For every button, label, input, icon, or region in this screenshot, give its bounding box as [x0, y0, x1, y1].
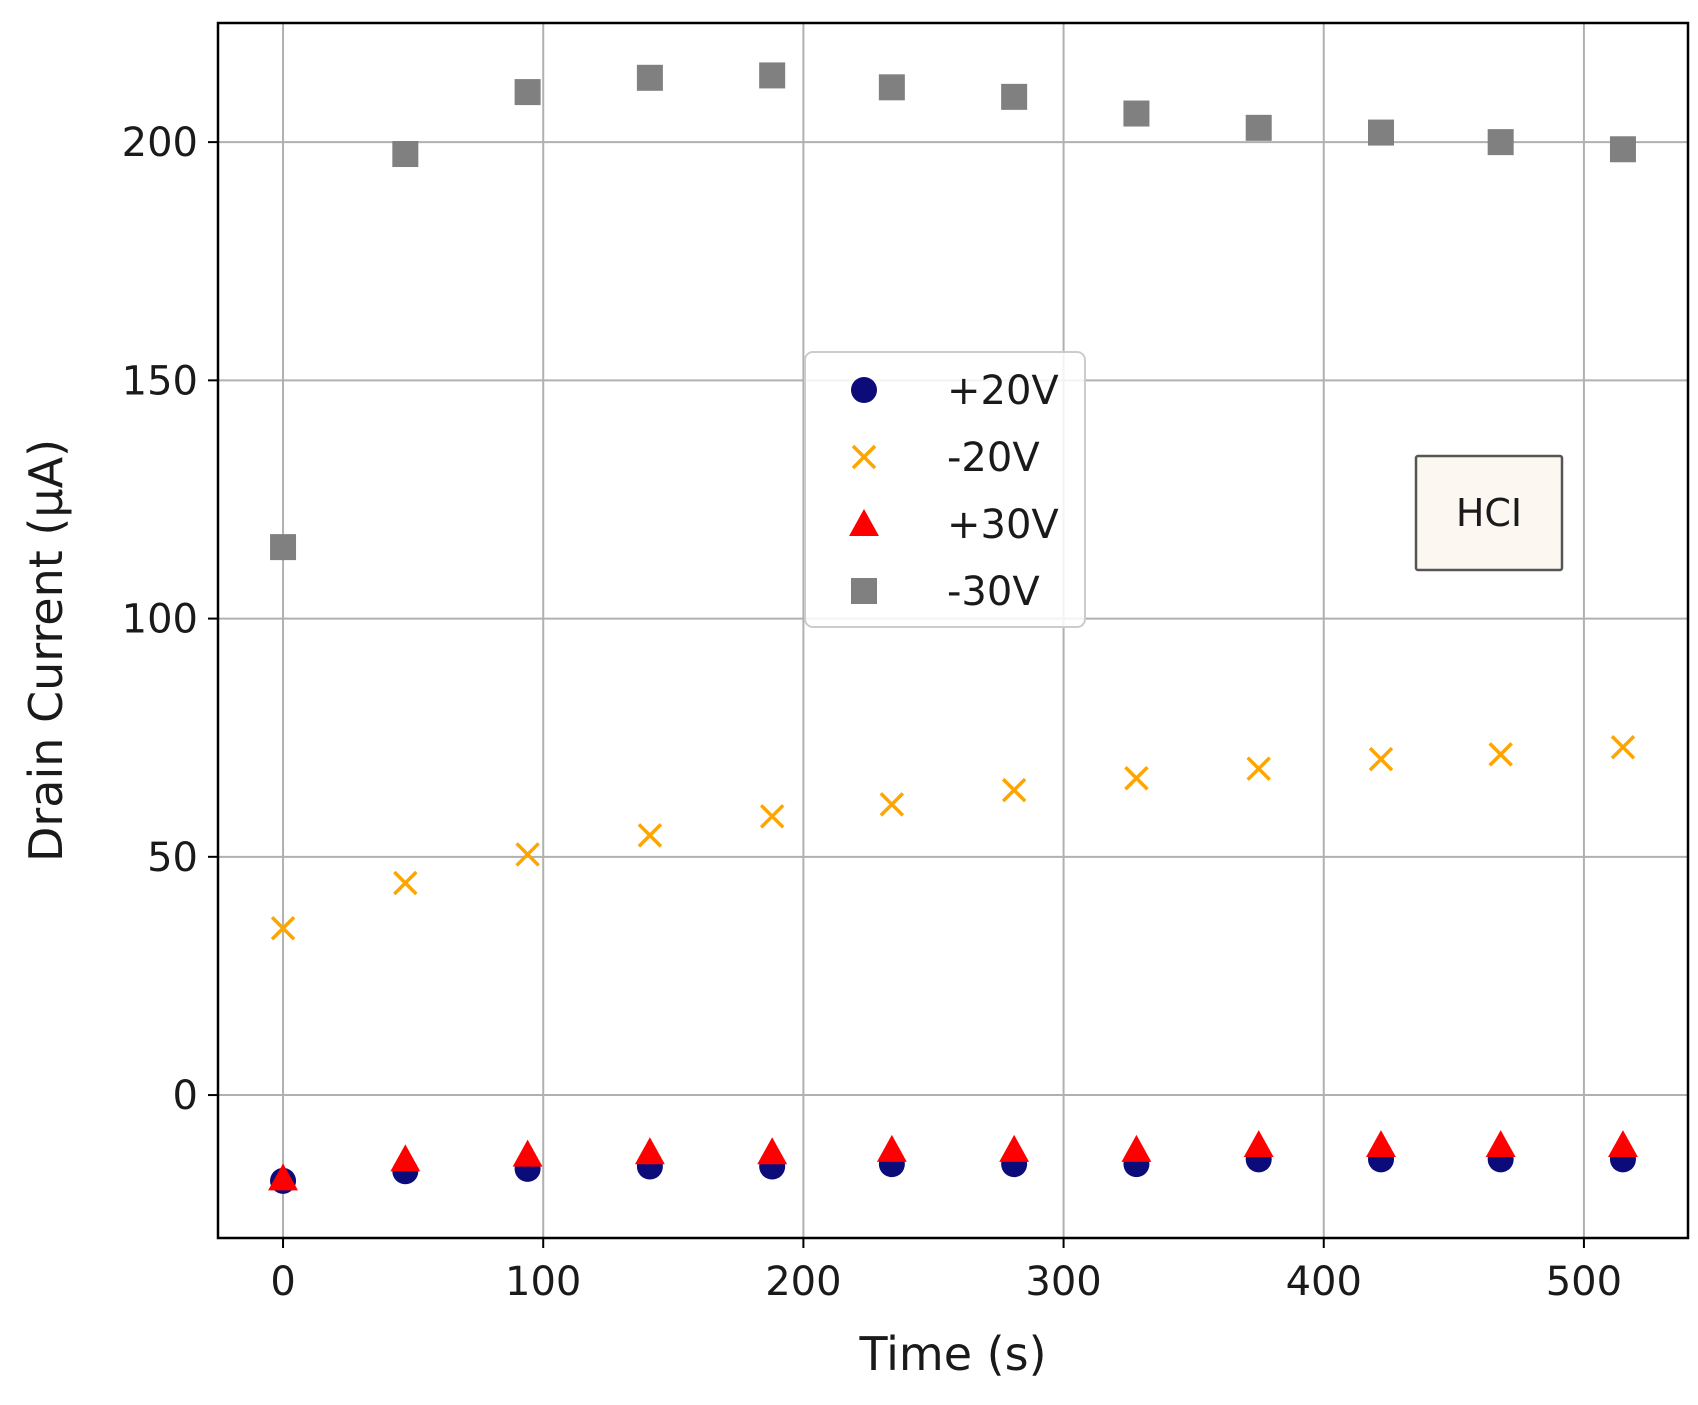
- data-point: [270, 534, 297, 561]
- data-point: [1001, 83, 1028, 110]
- data-point: [393, 870, 418, 896]
- data-point: [1488, 742, 1513, 767]
- annotation-label: HCI: [1456, 491, 1522, 535]
- data-point-stroke: [1246, 756, 1271, 781]
- legend-label: +30V: [947, 502, 1059, 548]
- x-tick-label: 100: [505, 1259, 581, 1305]
- data-point-stroke: [1124, 765, 1149, 791]
- data-point: [637, 823, 663, 848]
- data-point-stroke: [759, 804, 785, 829]
- annotation-box-frame: [1414, 454, 1564, 572]
- data-point-stroke: [637, 823, 663, 848]
- x-tick-label: 400: [1286, 1259, 1362, 1305]
- data-point: [759, 804, 785, 829]
- data-point: [1243, 1130, 1274, 1158]
- data-point: [634, 1137, 665, 1165]
- legend-marker-stroke: [851, 444, 877, 470]
- x-tick-label: 500: [1546, 1259, 1622, 1305]
- legend-frame: [804, 351, 1086, 628]
- data-point: [1366, 1130, 1396, 1158]
- x-axis-title: Time (s): [858, 1327, 1046, 1381]
- data-point: [392, 141, 419, 168]
- data-point: [1123, 100, 1150, 127]
- y-tick-label: 0: [173, 1073, 198, 1119]
- data-series: [268, 62, 1638, 1194]
- plot-frame: [216, 21, 1690, 1240]
- data-point: [1245, 114, 1272, 141]
- data-point: [1609, 136, 1636, 163]
- legend-label: -20V: [947, 435, 1040, 481]
- data-point-stroke: [1001, 777, 1027, 803]
- data-point-stroke: [1610, 734, 1636, 760]
- data-point: [879, 792, 905, 817]
- legend: +20V -20V +30V -30V: [804, 351, 1086, 628]
- y-tick-label: 150: [122, 358, 198, 404]
- data-point: [1608, 1130, 1638, 1158]
- data-point-stroke: [515, 842, 540, 867]
- data-point: [999, 1134, 1030, 1162]
- data-point: [515, 842, 540, 867]
- data-point: [636, 64, 663, 91]
- series-20V: [270, 734, 1636, 941]
- data-point-stroke: [1488, 742, 1513, 767]
- data-point: [1367, 119, 1394, 146]
- x-tick-label: 300: [1025, 1259, 1101, 1305]
- data-point: [876, 1134, 907, 1162]
- x-tick-label: 0: [270, 1259, 295, 1305]
- data-point: [1610, 734, 1636, 760]
- data-point-stroke: [1368, 746, 1394, 772]
- series-30V: [268, 1130, 1638, 1191]
- data-point: [390, 1144, 421, 1172]
- data-point: [1124, 765, 1149, 791]
- data-point: [1485, 1130, 1516, 1158]
- data-point: [1121, 1134, 1152, 1162]
- legend-marker: [851, 578, 877, 604]
- data-point: [268, 1163, 298, 1191]
- legend-label: +20V: [947, 368, 1059, 414]
- data-point: [757, 1137, 788, 1165]
- series-30V: [270, 62, 1636, 561]
- data-point: [1368, 746, 1394, 772]
- legend-marker: [851, 377, 877, 403]
- data-point: [512, 1139, 543, 1167]
- data-point: [1001, 777, 1027, 803]
- y-axis-title: Drain Current (μA): [19, 439, 73, 862]
- data-point-stroke: [393, 870, 418, 896]
- y-tick-label: 200: [122, 120, 198, 166]
- legend-marker: [851, 444, 877, 470]
- y-tick-label: 100: [122, 597, 198, 643]
- data-point: [878, 74, 905, 101]
- axis-ticks: 0 100 200 300 400 500 0 50 100 150 200: [122, 120, 1622, 1305]
- data-point: [514, 79, 541, 106]
- legend-label: -30V: [947, 569, 1040, 615]
- legend-marker: [849, 509, 879, 536]
- annotation-box: HCI: [1414, 454, 1564, 572]
- y-tick-label: 50: [147, 835, 198, 881]
- x-tick-label: 200: [765, 1259, 841, 1305]
- data-point: [1487, 129, 1514, 156]
- data-point: [270, 916, 296, 941]
- data-point-stroke: [270, 916, 296, 941]
- data-point: [759, 62, 786, 89]
- data-point: [1246, 756, 1271, 781]
- data-point-stroke: [879, 792, 905, 817]
